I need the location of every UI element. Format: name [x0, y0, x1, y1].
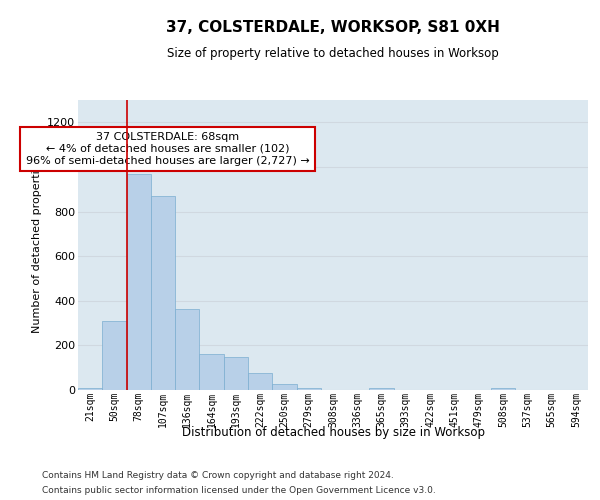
Text: Contains HM Land Registry data © Crown copyright and database right 2024.: Contains HM Land Registry data © Crown c… [42, 471, 394, 480]
Text: Distribution of detached houses by size in Worksop: Distribution of detached houses by size … [182, 426, 485, 439]
Bar [248, 374, 272, 390]
Text: 37 COLSTERDALE: 68sqm
← 4% of detached houses are smaller (102)
96% of semi-deta: 37 COLSTERDALE: 68sqm ← 4% of detached h… [26, 132, 310, 166]
Bar [102, 321, 127, 390]
Bar [175, 308, 199, 390]
Bar [78, 388, 102, 390]
Bar [272, 384, 296, 390]
Bar [151, 196, 175, 390]
Y-axis label: Number of detached properties: Number of detached properties [32, 158, 41, 332]
Text: 37, COLSTERDALE, WORKSOP, S81 0XH: 37, COLSTERDALE, WORKSOP, S81 0XH [166, 20, 500, 35]
Bar [370, 388, 394, 390]
Bar [199, 354, 224, 390]
Bar [224, 356, 248, 390]
Bar [127, 174, 151, 390]
Bar [296, 388, 321, 390]
Bar [491, 388, 515, 390]
Text: Size of property relative to detached houses in Worksop: Size of property relative to detached ho… [167, 48, 499, 60]
Text: Contains public sector information licensed under the Open Government Licence v3: Contains public sector information licen… [42, 486, 436, 495]
